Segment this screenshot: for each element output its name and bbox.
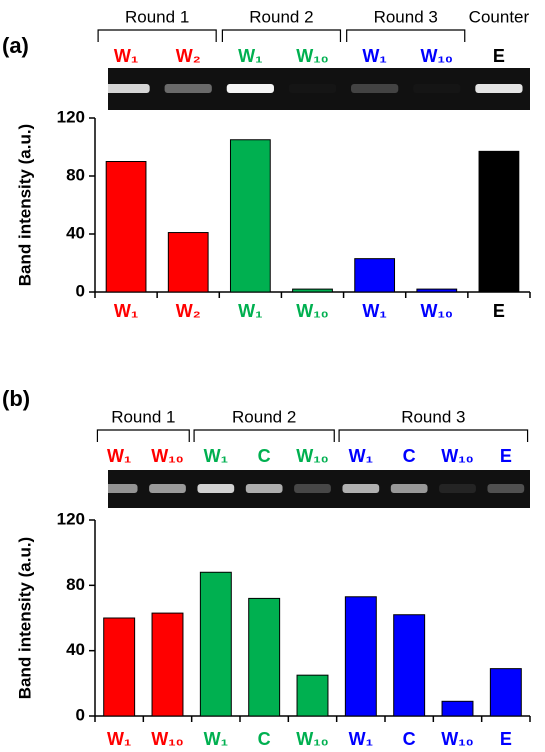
group-bracket [194, 430, 334, 442]
lane-label: C [258, 446, 271, 466]
group-bracket [98, 30, 216, 42]
lane-label: E [493, 46, 505, 66]
x-tick-label: W₁ [362, 301, 386, 321]
bar [230, 140, 270, 292]
x-tick-label: W₁₀ [296, 301, 329, 321]
x-tick-label: W₁₀ [151, 729, 184, 749]
gel-band [165, 84, 212, 93]
figure: (a) Band intensity (a.u.) 0 40 80 120 W₁ W₁ W₂ W₂… [0, 0, 545, 752]
y-tick-label: 0 [76, 281, 85, 300]
bar [200, 572, 231, 716]
gel-band [289, 84, 336, 93]
gel-band [101, 484, 138, 493]
group-label: Round 2 [232, 407, 296, 426]
lane-label: W₁ [238, 46, 262, 66]
bar [355, 259, 395, 292]
group-bracket [347, 30, 465, 42]
group-label: Round 3 [374, 7, 438, 26]
lane-label: W₁ [107, 446, 131, 466]
gel-band [246, 484, 283, 493]
x-tick-label: E [493, 301, 505, 321]
bar [168, 233, 208, 292]
lane-label: E [500, 446, 512, 466]
group-bracket [339, 430, 527, 442]
lane-label: C [403, 446, 416, 466]
panel-label: (a) [2, 33, 29, 58]
bar [297, 675, 328, 716]
x-tick-label: W₂ [176, 301, 201, 321]
lane-label: W₁₀ [151, 446, 184, 466]
x-tick-label: W₁ [238, 301, 262, 321]
group-label: Round 1 [111, 407, 175, 426]
gel-band [413, 84, 460, 93]
lane-label: W₁ [362, 46, 386, 66]
bar [104, 618, 135, 716]
gel-band [439, 484, 476, 493]
x-tick-label: W₁ [204, 729, 228, 749]
x-tick-label: W₁ [107, 729, 131, 749]
bar [152, 613, 183, 716]
group-label: Round 3 [401, 407, 465, 426]
gel-band [294, 484, 331, 493]
y-axis-label: Band intensity (a.u.) [15, 124, 34, 286]
y-tick-label: 40 [66, 640, 85, 659]
lane-label: W₁₀ [421, 46, 454, 66]
y-axis-label: Band intensity (a.u.) [15, 537, 34, 699]
y-tick-label: 120 [57, 509, 85, 528]
x-tick-label: C [258, 729, 271, 749]
group-bracket [222, 30, 340, 42]
x-tick-label: E [500, 729, 512, 749]
x-tick-label: W₁₀ [296, 729, 329, 749]
y-tick-label: 80 [66, 575, 85, 594]
bar [394, 615, 425, 716]
group-bracket [97, 430, 189, 442]
gel-band [102, 84, 149, 93]
lane-label: W₁ [204, 446, 228, 466]
bar [479, 151, 519, 292]
x-tick-label: W₁ [114, 301, 138, 321]
bar [417, 289, 457, 292]
x-tick-label: W₁₀ [421, 301, 454, 321]
gel-band [487, 484, 524, 493]
gel-band [149, 484, 186, 493]
gel-band [475, 84, 522, 93]
group-label: Round 1 [125, 7, 189, 26]
lane-label: W₁ [349, 446, 373, 466]
lane-label: W₁₀ [296, 46, 329, 66]
bar [490, 669, 521, 716]
bar [293, 289, 333, 292]
y-tick-label: 80 [66, 165, 85, 184]
bar [249, 598, 280, 716]
lane-label: W₂ [176, 46, 201, 66]
lane-label: W₁₀ [296, 446, 329, 466]
panel-label: (b) [2, 386, 30, 411]
gel-band [342, 484, 379, 493]
lane-label: W₁₀ [441, 446, 474, 466]
gel-band [351, 84, 398, 93]
bar [442, 701, 473, 716]
bar [106, 162, 146, 293]
y-tick-label: 120 [57, 107, 85, 126]
bar [345, 597, 376, 716]
gel-band [197, 484, 234, 493]
gel-band [227, 84, 274, 93]
x-tick-label: C [403, 729, 416, 749]
y-tick-label: 0 [76, 705, 85, 724]
x-tick-label: W₁₀ [441, 729, 474, 749]
y-tick-label: 40 [66, 223, 85, 242]
gel-band [391, 484, 428, 493]
lane-label: W₁ [114, 46, 138, 66]
x-tick-label: W₁ [349, 729, 373, 749]
group-label: Round 2 [249, 7, 313, 26]
group-label: Counter [469, 7, 530, 26]
